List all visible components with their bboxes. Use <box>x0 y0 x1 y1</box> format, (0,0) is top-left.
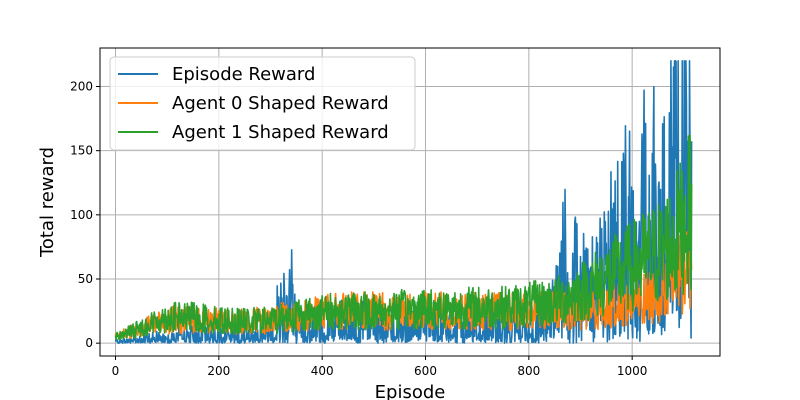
x-tick-label: 1000 <box>617 364 648 378</box>
series-layer <box>114 60 693 344</box>
legend-label: Episode Reward <box>172 64 315 85</box>
legend-label: Agent 0 Shaped Reward <box>172 93 389 114</box>
x-tick-label: 800 <box>517 364 540 378</box>
legend-box <box>109 56 416 151</box>
x-axis-label: Episode <box>375 382 446 400</box>
y-axis-label: Total reward <box>37 147 58 258</box>
y-tick-label: 200 <box>70 80 93 94</box>
y-tick-label: 150 <box>70 144 93 158</box>
y-tick-label: 100 <box>70 208 93 222</box>
x-tick-label: 600 <box>414 364 437 378</box>
y-tick-label: 50 <box>78 272 93 286</box>
x-tick-label: 400 <box>311 364 334 378</box>
plot-frame <box>99 47 721 357</box>
legend: Episode Reward Agent 0 Shaped Reward Agent… <box>109 56 416 151</box>
ticks: 0 200 400 600 800 1000 0 50 100 150 200 <box>70 80 647 379</box>
x-tick-label: 200 <box>207 364 230 378</box>
legend-label: Agent 1 Shaped Reward <box>172 122 389 143</box>
x-tick-label: 0 <box>112 364 120 378</box>
y-tick-label: 0 <box>85 336 93 350</box>
series-line-agent-1-shaped-reward <box>114 134 693 341</box>
